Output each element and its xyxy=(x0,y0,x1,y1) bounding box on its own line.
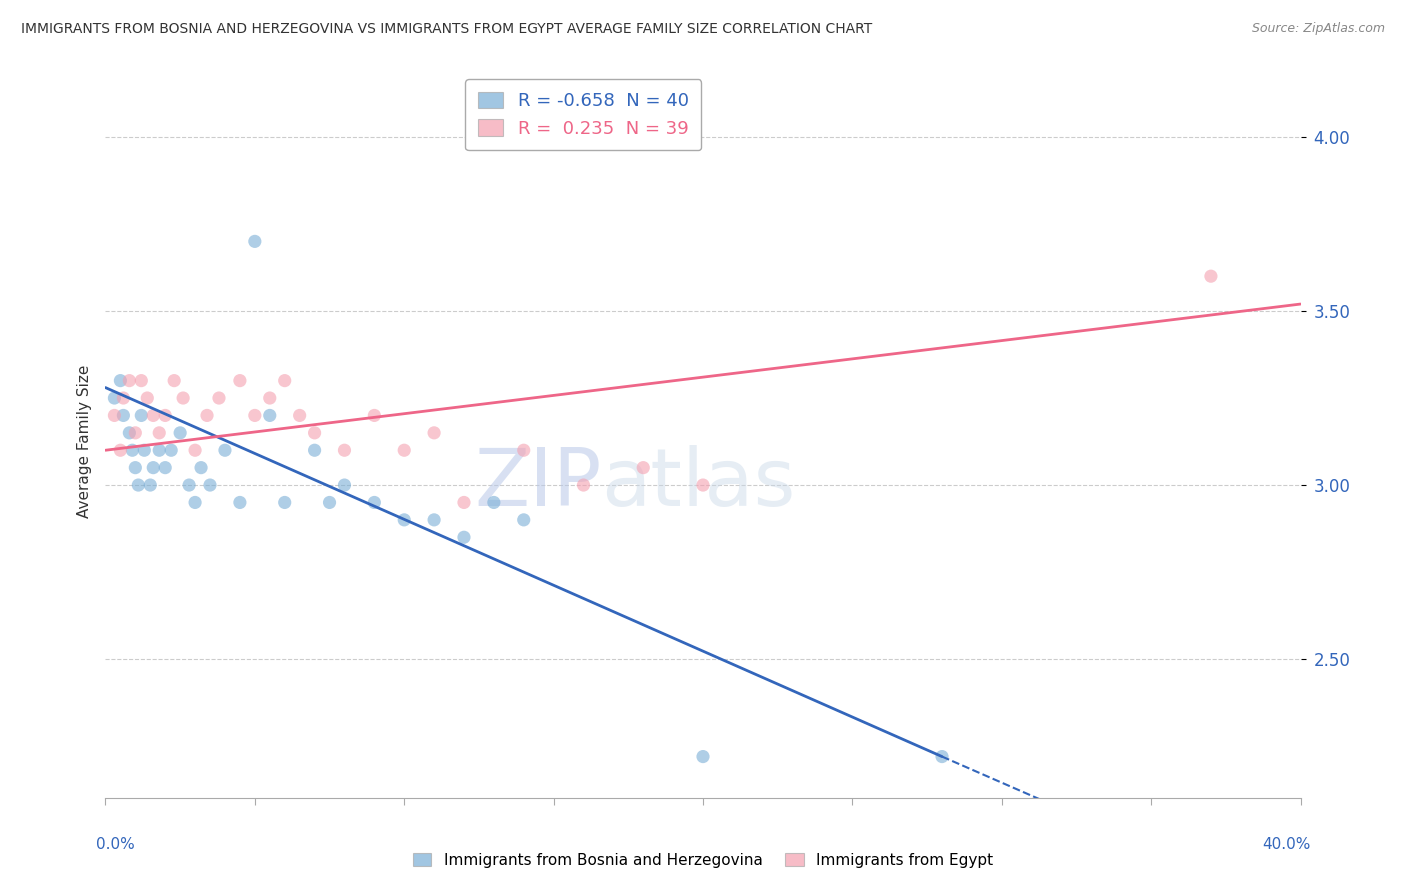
Point xyxy=(190,460,212,475)
Point xyxy=(142,409,165,423)
Point xyxy=(243,409,266,423)
Point xyxy=(148,425,170,440)
Point xyxy=(110,374,132,388)
Point xyxy=(513,513,536,527)
Point xyxy=(633,460,655,475)
Point xyxy=(139,478,162,492)
Point xyxy=(363,409,385,423)
Point xyxy=(1199,269,1222,284)
Text: 0.0%: 0.0% xyxy=(96,837,135,852)
Point xyxy=(392,443,416,458)
Point xyxy=(229,495,252,509)
Point xyxy=(118,374,141,388)
Text: IMMIGRANTS FROM BOSNIA AND HERZEGOVINA VS IMMIGRANTS FROM EGYPT AVERAGE FAMILY S: IMMIGRANTS FROM BOSNIA AND HERZEGOVINA V… xyxy=(21,22,872,37)
Text: 40.0%: 40.0% xyxy=(1263,837,1310,852)
Point xyxy=(153,409,177,423)
Point xyxy=(134,443,156,458)
Point xyxy=(931,749,953,764)
Point xyxy=(142,460,165,475)
Point xyxy=(148,443,170,458)
Point xyxy=(229,374,252,388)
Point xyxy=(392,513,416,527)
Point xyxy=(127,478,149,492)
Point xyxy=(112,409,135,423)
Point xyxy=(333,443,356,458)
Point xyxy=(177,478,200,492)
Text: ZIP: ZIP xyxy=(474,445,602,524)
Point xyxy=(273,495,295,509)
Point xyxy=(214,443,236,458)
Point xyxy=(184,495,207,509)
Point xyxy=(453,495,475,509)
Point xyxy=(103,391,125,405)
Point xyxy=(163,374,186,388)
Point xyxy=(423,425,446,440)
Y-axis label: Average Family Size: Average Family Size xyxy=(76,365,91,518)
Text: Source: ZipAtlas.com: Source: ZipAtlas.com xyxy=(1251,22,1385,36)
Point xyxy=(304,425,326,440)
Point xyxy=(572,478,595,492)
Point xyxy=(692,478,714,492)
Point xyxy=(288,409,311,423)
Point xyxy=(318,495,340,509)
Point xyxy=(333,478,356,492)
Point xyxy=(129,374,153,388)
Point xyxy=(453,530,475,544)
Legend: R = -0.658  N = 40, R =  0.235  N = 39: R = -0.658 N = 40, R = 0.235 N = 39 xyxy=(465,79,702,151)
Point xyxy=(160,443,183,458)
Point xyxy=(692,749,714,764)
Point xyxy=(259,391,281,405)
Point xyxy=(172,391,194,405)
Point xyxy=(136,391,159,405)
Point xyxy=(423,513,446,527)
Point xyxy=(195,409,218,423)
Point xyxy=(208,391,231,405)
Point xyxy=(110,443,132,458)
Point xyxy=(243,235,266,249)
Legend: Immigrants from Bosnia and Herzegovina, Immigrants from Egypt: Immigrants from Bosnia and Herzegovina, … xyxy=(406,847,1000,873)
Point xyxy=(259,409,281,423)
Point xyxy=(124,425,146,440)
Point xyxy=(184,443,207,458)
Point xyxy=(482,495,505,509)
Point xyxy=(103,409,125,423)
Point xyxy=(118,425,141,440)
Point xyxy=(363,495,385,509)
Point xyxy=(112,391,135,405)
Text: atlas: atlas xyxy=(602,445,796,524)
Point xyxy=(121,443,143,458)
Point xyxy=(169,425,191,440)
Point xyxy=(273,374,295,388)
Point xyxy=(304,443,326,458)
Point xyxy=(124,460,146,475)
Point xyxy=(129,409,153,423)
Point xyxy=(153,460,177,475)
Point xyxy=(198,478,221,492)
Point xyxy=(513,443,536,458)
